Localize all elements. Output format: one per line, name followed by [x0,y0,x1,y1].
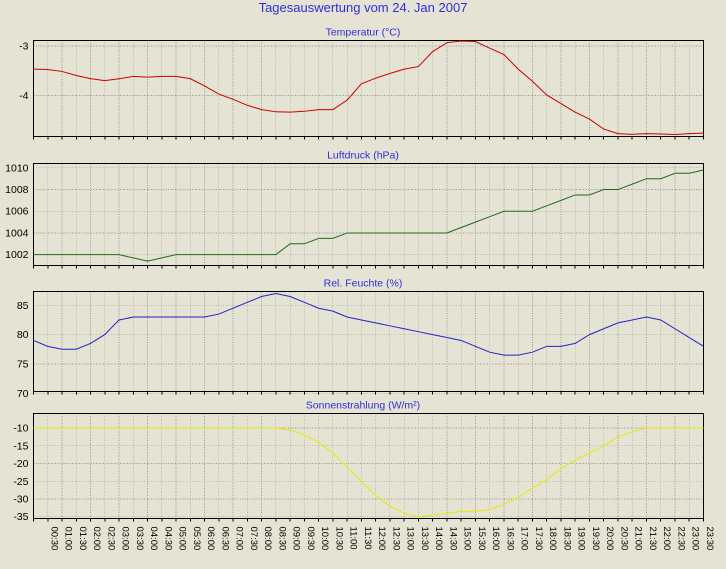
svg-text:85: 85 [17,300,29,312]
svg-text:17:00: 17:00 [519,527,530,551]
svg-text:05:00: 05:00 [177,527,188,551]
svg-text:1006: 1006 [5,206,29,218]
svg-text:75: 75 [17,358,29,370]
svg-text:-30: -30 [13,493,28,505]
svg-text:16:30: 16:30 [504,527,515,551]
svg-text:11:30: 11:30 [362,527,373,550]
svg-text:17:30: 17:30 [533,527,544,551]
svg-text:06:30: 06:30 [219,527,230,551]
svg-text:1002: 1002 [5,249,29,261]
svg-text:21:30: 21:30 [647,527,658,551]
svg-text:23:30: 23:30 [704,527,715,551]
svg-text:14:30: 14:30 [447,527,458,551]
svg-text:19:30: 19:30 [590,527,601,551]
svg-text:16:00: 16:00 [490,527,501,551]
svg-text:22:30: 22:30 [675,527,686,551]
svg-text:18:00: 18:00 [547,527,558,551]
svg-text:06:00: 06:00 [205,527,216,551]
svg-text:09:30: 09:30 [305,527,316,551]
svg-text:1010: 1010 [5,162,29,174]
svg-text:70: 70 [17,388,29,400]
svg-text:Temperatur (°C): Temperatur (°C) [326,27,401,39]
svg-text:10:00: 10:00 [319,527,330,551]
svg-text:-35: -35 [13,511,28,523]
svg-text:Luftdruck (hPa): Luftdruck (hPa) [327,150,399,162]
svg-text:08:00: 08:00 [262,527,273,551]
svg-text:23:00: 23:00 [690,527,701,551]
svg-text:10:30: 10:30 [333,527,344,551]
svg-text:11:00: 11:00 [348,527,359,550]
svg-text:-20: -20 [13,458,28,470]
svg-text:13:30: 13:30 [419,527,430,551]
svg-text:22:00: 22:00 [661,527,672,551]
svg-text:-15: -15 [13,440,28,452]
svg-text:04:30: 04:30 [162,527,173,551]
svg-text:1008: 1008 [5,184,29,196]
svg-text:01:30: 01:30 [77,527,88,551]
svg-text:Sonnenstrahlung (W/m²): Sonnenstrahlung (W/m²) [306,400,420,412]
svg-text:19:00: 19:00 [576,527,587,551]
svg-text:12:30: 12:30 [390,527,401,551]
svg-text:03:00: 03:00 [120,527,131,551]
svg-text:02:00: 02:00 [91,527,102,551]
svg-text:02:30: 02:30 [105,527,116,551]
svg-text:01:00: 01:00 [63,527,74,551]
svg-text:00:30: 00:30 [48,527,59,551]
svg-text:07:00: 07:00 [234,527,245,551]
svg-text:09:00: 09:00 [291,527,302,551]
svg-text:18:30: 18:30 [561,527,572,551]
svg-text:14:00: 14:00 [433,527,444,551]
svg-text:Rel. Feuchte (%): Rel. Feuchte (%) [324,278,403,290]
svg-text:21:00: 21:00 [633,527,644,551]
svg-text:05:30: 05:30 [191,527,202,551]
svg-text:15:30: 15:30 [476,527,487,551]
svg-text:13:00: 13:00 [405,527,416,551]
svg-text:04:00: 04:00 [148,527,159,551]
svg-text:03:30: 03:30 [134,527,145,551]
svg-text:-25: -25 [13,476,28,488]
svg-text:80: 80 [17,329,29,341]
svg-text:15:00: 15:00 [462,527,473,551]
svg-text:20:00: 20:00 [604,527,615,551]
svg-text:-3: -3 [19,40,28,52]
svg-text:1004: 1004 [5,227,29,239]
svg-text:Tagesauswertung vom 24. Jan 20: Tagesauswertung vom 24. Jan 2007 [259,0,468,15]
svg-text:-4: -4 [19,90,28,102]
svg-text:07:30: 07:30 [248,527,259,551]
svg-text:12:00: 12:00 [376,527,387,551]
svg-text:-10: -10 [13,423,28,435]
svg-text:08:30: 08:30 [276,527,287,551]
svg-text:20:30: 20:30 [618,527,629,551]
